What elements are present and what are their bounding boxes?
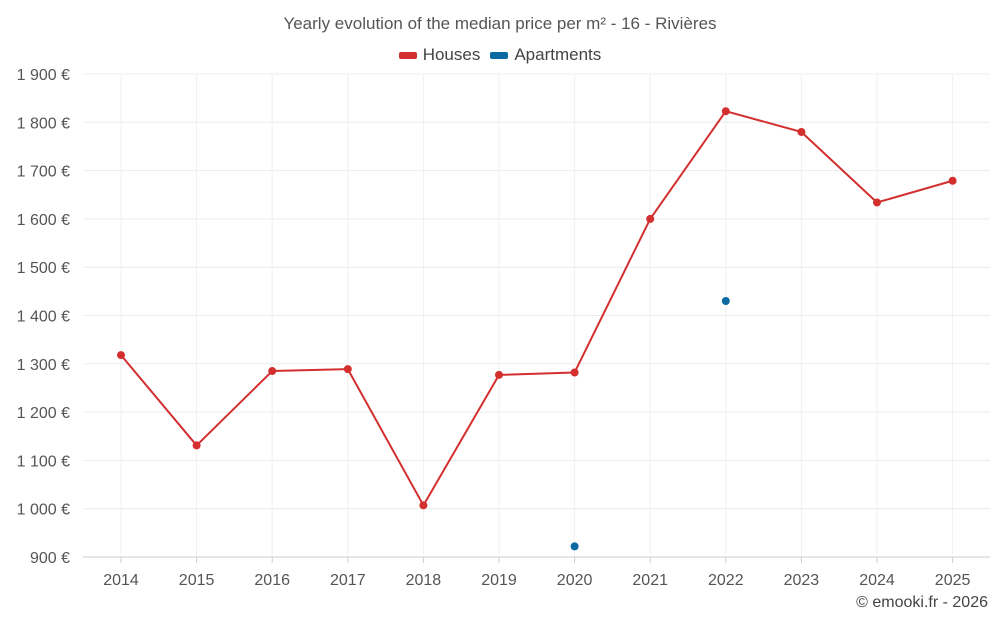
data-point-houses[interactable] (419, 501, 428, 510)
y-tick-label: 1 100 € (17, 453, 70, 470)
x-tick-label: 2019 (481, 572, 517, 589)
x-tick-label: 2022 (708, 572, 744, 589)
x-tick-label: 2015 (179, 572, 215, 589)
data-point-houses[interactable] (495, 370, 503, 379)
legend-item-apartments[interactable]: Apartments (490, 45, 601, 65)
data-point-houses[interactable] (721, 107, 730, 116)
data-point-houses[interactable] (192, 441, 201, 450)
legend-label-apartments: Apartments (514, 45, 602, 64)
data-point-houses[interactable] (117, 351, 125, 360)
data-point-houses[interactable] (646, 214, 655, 223)
x-tick-label: 2023 (784, 572, 820, 589)
legend-swatch-apartments (490, 51, 509, 59)
legend-swatch-houses (398, 51, 417, 59)
data-point-houses[interactable] (268, 367, 277, 376)
chart-title: Yearly evolution of the median price per… (283, 14, 717, 33)
series-line-houses (120, 110, 953, 507)
x-tick-label: 2020 (557, 572, 593, 589)
legend-item-houses[interactable]: Houses (398, 45, 481, 65)
data-point-houses[interactable] (343, 365, 352, 374)
data-point-houses[interactable] (873, 198, 881, 207)
legend-label-houses: Houses (422, 45, 481, 64)
data-point-houses[interactable] (570, 368, 579, 377)
data-point-apartments[interactable] (721, 297, 730, 306)
copyright-credit: © emooki.fr - 2026 (856, 594, 988, 611)
y-tick-label: 1 800 € (17, 115, 70, 132)
y-tick-label: 1 700 € (17, 164, 70, 181)
x-tick-label: 2017 (330, 572, 366, 589)
legend: Houses Apartments (0, 45, 1000, 65)
y-tick-label: 1 300 € (17, 357, 70, 374)
x-tick-label: 2024 (859, 572, 895, 589)
y-tick-label: 900 € (30, 550, 70, 567)
x-tick-label: 2016 (254, 572, 290, 589)
x-tick-label: 2014 (103, 572, 139, 589)
y-tick-label: 1 400 € (17, 309, 70, 326)
data-point-houses[interactable] (797, 127, 806, 136)
x-tick-label: 2025 (935, 572, 971, 589)
x-tick-label: 2018 (406, 572, 442, 589)
data-point-apartments[interactable] (570, 542, 579, 551)
y-tick-label: 1 900 € (17, 67, 70, 84)
y-tick-label: 1 500 € (17, 260, 70, 277)
y-tick-label: 1 600 € (17, 212, 70, 229)
x-tick-label: 2021 (632, 572, 668, 589)
data-point-houses[interactable] (948, 176, 957, 185)
y-tick-label: 1 000 € (17, 502, 70, 519)
y-tick-label: 1 200 € (17, 405, 70, 422)
